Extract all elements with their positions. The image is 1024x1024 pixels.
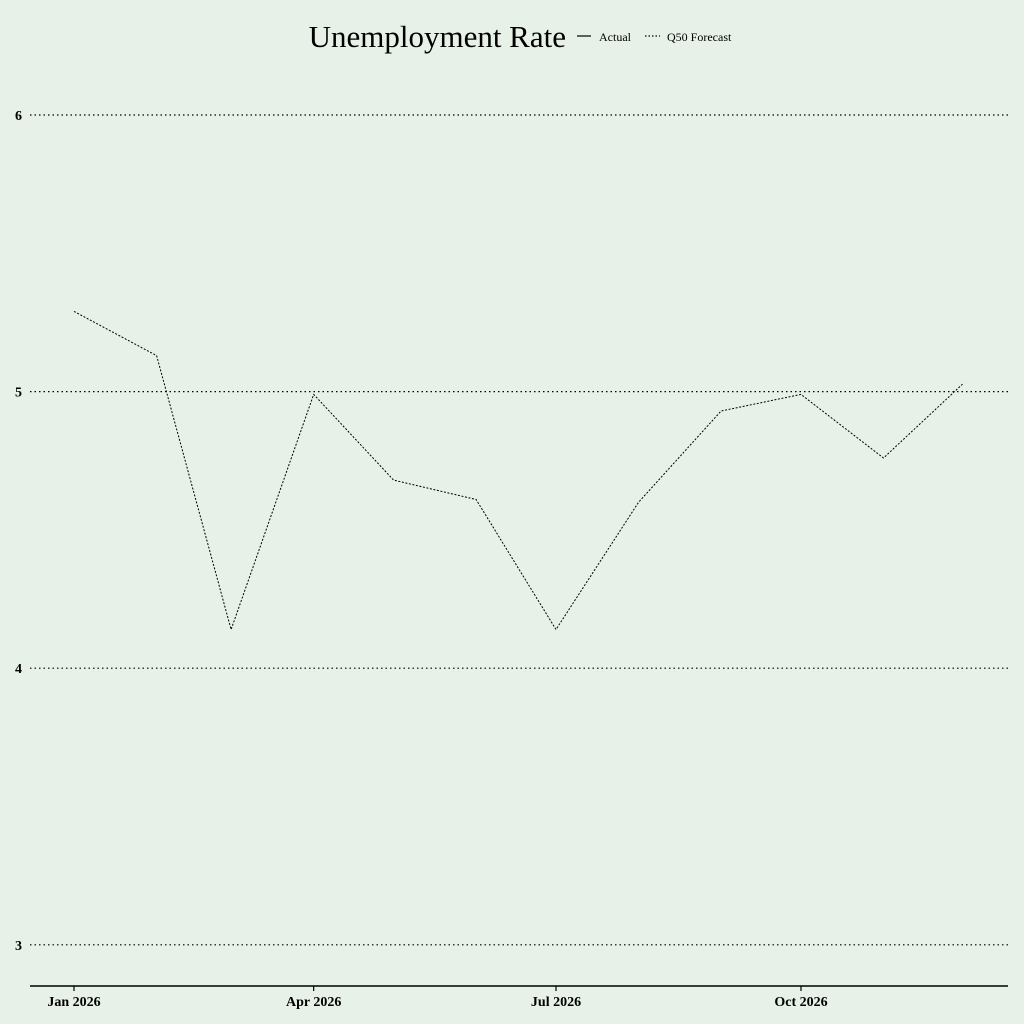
series-line-q50-forecast	[73, 310, 964, 632]
x-tick-label: Jul 2026	[531, 995, 581, 1010]
x-axis-ticks: Jan 2026 Apr 2026 Jul 2026 Oct 2026	[47, 986, 828, 1010]
y-tick-label: 6	[15, 109, 22, 124]
chart-title: Unemployment Rate	[309, 19, 566, 54]
y-tick-label: 5	[15, 386, 22, 401]
gridlines	[30, 114, 1008, 946]
y-tick-label: 3	[15, 939, 22, 954]
y-tick-label: 4	[15, 662, 22, 677]
x-tick-label: Apr 2026	[286, 995, 341, 1010]
legend-label-actual: Actual	[599, 30, 632, 44]
legend: Actual Q50 Forecast	[577, 30, 732, 44]
legend-label-forecast: Q50 Forecast	[667, 30, 732, 44]
x-tick-label: Jan 2026	[47, 995, 100, 1010]
x-tick-label: Oct 2026	[774, 995, 827, 1010]
series	[73, 310, 964, 632]
y-axis-ticks: 3 4 5 6	[15, 109, 22, 954]
